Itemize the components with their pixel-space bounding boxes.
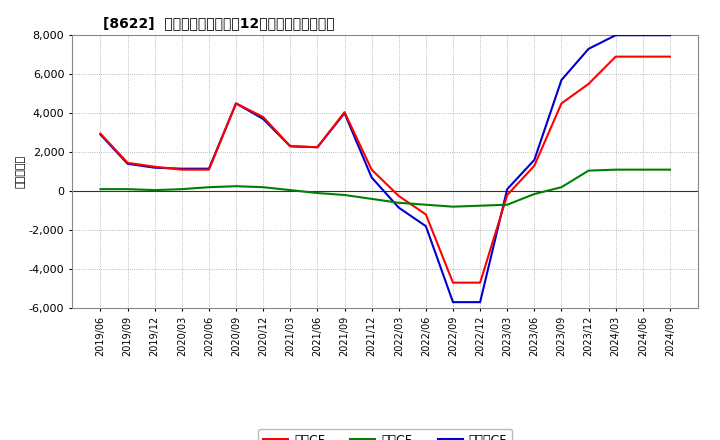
営業CF — [611, 54, 620, 59]
フリーCF — [611, 33, 620, 38]
投資CF — [421, 202, 430, 207]
フリーCF — [395, 205, 403, 210]
営業CF — [665, 54, 674, 59]
投資CF — [286, 187, 294, 193]
投資CF — [150, 187, 159, 193]
フリーCF — [584, 46, 593, 51]
フリーCF — [639, 33, 647, 38]
Line: 営業CF: 営業CF — [101, 57, 670, 282]
投資CF — [503, 202, 511, 207]
フリーCF — [259, 116, 268, 121]
フリーCF — [476, 300, 485, 305]
フリーCF — [232, 101, 240, 106]
営業CF — [557, 101, 566, 106]
投資CF — [449, 204, 457, 209]
営業CF — [476, 280, 485, 285]
フリーCF — [665, 33, 674, 38]
営業CF — [123, 160, 132, 165]
Text: [8622]  キャッシュフローの12か月移動合計の推移: [8622] キャッシュフローの12か月移動合計の推移 — [104, 16, 335, 30]
営業CF — [503, 192, 511, 198]
投資CF — [96, 187, 105, 192]
営業CF — [313, 145, 322, 150]
投資CF — [476, 203, 485, 208]
投資CF — [232, 183, 240, 189]
投資CF — [665, 167, 674, 172]
投資CF — [584, 168, 593, 173]
営業CF — [178, 167, 186, 172]
投資CF — [313, 191, 322, 196]
フリーCF — [367, 175, 376, 180]
フリーCF — [96, 132, 105, 137]
Line: 投資CF: 投資CF — [101, 170, 670, 207]
フリーCF — [178, 166, 186, 171]
営業CF — [341, 110, 349, 115]
営業CF — [584, 81, 593, 87]
営業CF — [286, 143, 294, 149]
営業CF — [96, 131, 105, 136]
投資CF — [395, 200, 403, 205]
投資CF — [639, 167, 647, 172]
フリーCF — [150, 165, 159, 170]
投資CF — [259, 184, 268, 190]
フリーCF — [530, 157, 539, 162]
フリーCF — [421, 224, 430, 229]
営業CF — [232, 101, 240, 106]
投資CF — [367, 196, 376, 202]
投資CF — [178, 187, 186, 192]
営業CF — [449, 280, 457, 285]
営業CF — [530, 163, 539, 169]
フリーCF — [204, 166, 213, 171]
Y-axis label: （百万円）: （百万円） — [16, 155, 26, 188]
フリーCF — [449, 300, 457, 305]
投資CF — [557, 184, 566, 190]
投資CF — [530, 191, 539, 197]
フリーCF — [313, 145, 322, 150]
営業CF — [639, 54, 647, 59]
投資CF — [204, 184, 213, 190]
営業CF — [367, 167, 376, 172]
Line: フリーCF: フリーCF — [101, 35, 670, 302]
営業CF — [421, 212, 430, 217]
フリーCF — [503, 187, 511, 192]
Legend: 営業CF, 投資CF, フリーCF: 営業CF, 投資CF, フリーCF — [258, 429, 512, 440]
フリーCF — [286, 143, 294, 149]
投資CF — [341, 192, 349, 198]
営業CF — [204, 167, 213, 172]
営業CF — [259, 114, 268, 120]
フリーCF — [123, 161, 132, 166]
投資CF — [123, 187, 132, 192]
営業CF — [395, 193, 403, 198]
フリーCF — [341, 110, 349, 116]
投資CF — [611, 167, 620, 172]
営業CF — [150, 164, 159, 169]
フリーCF — [557, 77, 566, 83]
